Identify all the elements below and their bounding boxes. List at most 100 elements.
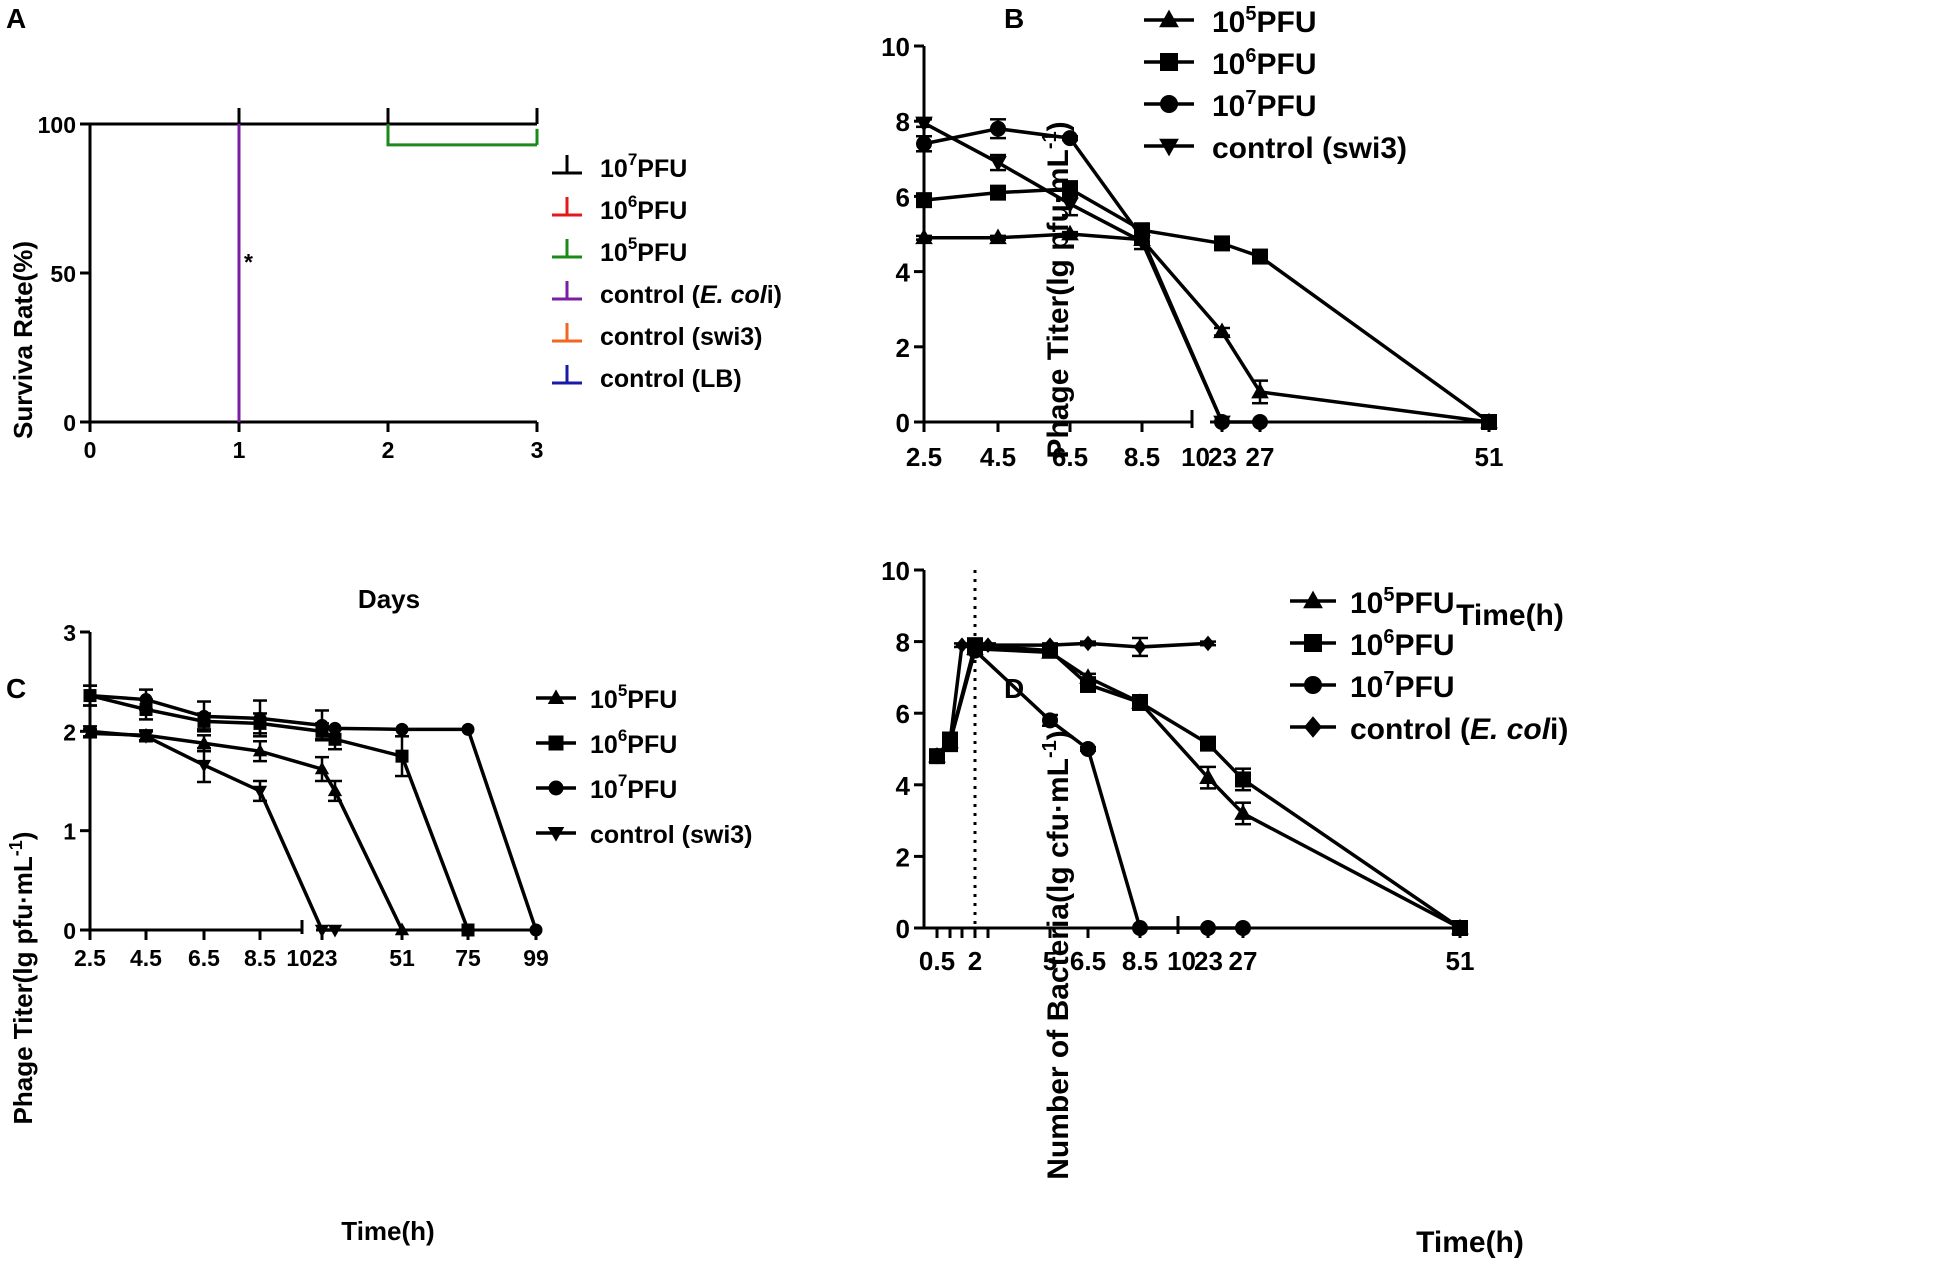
- chart-b-x-tick-label: 51: [1475, 442, 1504, 472]
- chart-d-legend-label: control (E. coli): [1350, 713, 1568, 746]
- chart-c-point: [252, 743, 268, 757]
- chart-d-legend-marker: [1304, 634, 1322, 652]
- chart-b-point: [990, 184, 1006, 201]
- chart-b-point: [1061, 224, 1079, 241]
- chart-a-x-tick-label: 1: [233, 437, 246, 463]
- chart-b-y-tick-label: 2: [896, 333, 910, 363]
- chart-d-ylabel-main: Number of Bacteria(lg cfu·mL: [1042, 758, 1075, 1180]
- chart-c-point: [253, 711, 267, 725]
- chart-a-legend-label: control (swi3): [600, 323, 763, 351]
- chart-c-y-tick-label: 3: [63, 620, 76, 646]
- chart-b-x-tick-label: 6.5: [1052, 442, 1088, 472]
- chart-d-point: [1200, 920, 1216, 936]
- chart-b-y-tick-label: 8: [896, 107, 910, 137]
- chart-c-y-tick-label: 2: [63, 719, 76, 745]
- chart-b-y-tick-label: 6: [896, 182, 910, 212]
- chart-d-point: [1042, 712, 1058, 729]
- chart-b-x-tick-label: 10: [1181, 442, 1210, 472]
- chart-d-x-tick-label: 51: [1446, 946, 1475, 976]
- chart-b-xlabel: Time(h): [1456, 599, 1564, 632]
- chart-b-series-line: [923, 126, 1260, 424]
- chart-d-legend-marker: [1303, 590, 1323, 609]
- chart-b-y-tick-label: 0: [896, 408, 910, 438]
- chart-d-y-tick-label: 0: [896, 914, 910, 944]
- chart-b-series-line: [924, 232, 1490, 424]
- chart-a-x-tick-label: 0: [84, 437, 97, 463]
- chart-c-legend-label: 106PFU: [590, 726, 677, 759]
- chart-b-y-tick-label: 10: [881, 32, 910, 62]
- chart-b-x-tick-label: 8.5: [1124, 442, 1160, 472]
- chart-c-point: [314, 924, 330, 938]
- chart-a-y-tick-label: 50: [50, 261, 76, 287]
- chart-b-point: [1213, 415, 1231, 432]
- chart-c-legend-marker: [548, 780, 564, 796]
- chart-d-x-tick-label: 27: [1229, 946, 1258, 976]
- chart-a-series-line: [386, 124, 537, 147]
- chart-d-y-tick-label: 8: [896, 628, 910, 658]
- chart-d-x-tick-label: 23: [1194, 946, 1223, 976]
- chart-b-legend-label: 107PFU: [1212, 87, 1317, 123]
- chart-b-ylabel-end: ): [1042, 121, 1075, 131]
- chart-c-point: [327, 924, 343, 938]
- chart-b-y-tick-label: 4: [896, 258, 911, 288]
- chart-c-xlabel: Time(h): [341, 1216, 434, 1246]
- chart-d-legend-label: 105PFU: [1350, 584, 1455, 620]
- chart-d-x-tick-label: 6.5: [1070, 946, 1106, 976]
- chart-c-point: [315, 718, 329, 732]
- chart-d-series-line: [935, 647, 1243, 930]
- chart-c-point: [83, 689, 97, 703]
- chart-d-point: [1235, 771, 1251, 788]
- chart-d-point: [1043, 637, 1057, 653]
- chart-c-legend-label: 105PFU: [590, 681, 677, 714]
- chart-b-point: [1214, 235, 1230, 252]
- chart-b-x-tick-label: 27: [1246, 442, 1275, 472]
- chart-c-x-tick-label: 6.5: [188, 945, 220, 971]
- chart-d-point: [1235, 920, 1251, 936]
- chart-b-point: [1252, 248, 1268, 265]
- chart-c-point: [461, 722, 475, 736]
- chart-a-x-tick-label: 2: [382, 437, 395, 463]
- chart-b-x-tick-label: 23: [1208, 442, 1237, 472]
- chart-c-ylabel-main: Phage Titer(lg pfu·mL: [8, 856, 38, 1124]
- panel-label-b: B: [1004, 3, 1024, 34]
- chart-c-point: [252, 785, 268, 799]
- chart-c-point: [395, 722, 409, 736]
- chart-c-point: [196, 759, 212, 773]
- chart-c-point: [328, 721, 342, 735]
- chart-b-point: [916, 192, 932, 209]
- chart-d-point: [1132, 694, 1148, 711]
- chart-b-legend-label: 106PFU: [1212, 45, 1317, 81]
- chart-c-point: [138, 731, 154, 744]
- chart-d-point: [1199, 768, 1217, 785]
- chart-d-point: [1081, 635, 1095, 652]
- chart-b-legend-label: control (swi3): [1212, 132, 1407, 165]
- chart-d-x-tick-label: 10: [1167, 946, 1196, 976]
- chart-c-point: [395, 749, 409, 763]
- chart-a-legend-label: control (E. coli): [600, 281, 782, 309]
- chart-b-point: [1061, 197, 1079, 214]
- chart-a-legend-label: 107PFU: [600, 150, 687, 183]
- chart-c-y-tick-label: 1: [63, 819, 76, 845]
- chart-c-point: [529, 923, 543, 937]
- chart-d-ylabel: Number of Bacteria(lg cfu·mL-1): [1039, 730, 1075, 1180]
- chart-c-ylabel-sup: -1: [6, 840, 26, 856]
- chart-c-x-tick-label: 8.5: [244, 945, 276, 971]
- chart-a-x-tick-label: 3: [531, 437, 544, 463]
- chart-d-ylabel-sup: -1: [1039, 740, 1061, 758]
- chart-d-ylabel-end: ): [1042, 730, 1075, 740]
- chart-d-legend-label: 106PFU: [1350, 626, 1455, 662]
- chart-d-x-tick-label: 5: [1043, 946, 1057, 976]
- chart-a-legend-label: control (LB): [600, 365, 742, 393]
- chart-c-x-tick-label: 2.5: [74, 945, 106, 971]
- chart-b-point: [915, 116, 933, 133]
- chart-a-xlabel: Days: [358, 584, 420, 614]
- chart-a-significance-star: *: [244, 249, 253, 275]
- chart-c-point: [327, 783, 343, 797]
- chart-b-point: [1133, 235, 1151, 251]
- chart-d-point: [1452, 920, 1468, 936]
- chart-d-legend-marker: [1304, 676, 1322, 694]
- chart-b-point: [990, 120, 1006, 137]
- chart-b-point: [989, 156, 1007, 172]
